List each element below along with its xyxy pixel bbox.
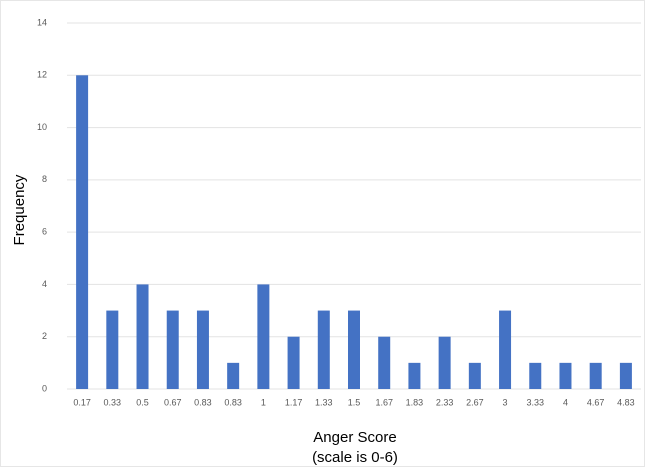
y-tick-label: 8 — [42, 174, 47, 184]
x-tick-label: 3.33 — [526, 397, 544, 407]
x-tick-label: 1.17 — [285, 397, 303, 407]
bar — [619, 362, 632, 389]
bar — [529, 362, 542, 389]
bar — [287, 336, 300, 389]
bar — [257, 284, 270, 389]
y-tick-label: 6 — [42, 227, 47, 237]
bar — [227, 362, 240, 389]
bar — [76, 75, 89, 390]
x-tick-label: 0.67 — [164, 397, 182, 407]
x-tick-label: 4.83 — [617, 397, 635, 407]
x-tick-label: 1.33 — [315, 397, 333, 407]
x-tick-label: 1.5 — [348, 397, 361, 407]
bar — [378, 336, 391, 389]
x-tick-label: 4.67 — [587, 397, 605, 407]
x-axis-subtitle: (scale is 0-6) — [312, 449, 398, 466]
bar — [317, 310, 330, 389]
x-tick-label: 3 — [503, 397, 508, 407]
y-tick-label: 4 — [42, 279, 47, 289]
y-axis-title: Frequency — [11, 174, 28, 245]
x-tick-label: 1 — [261, 397, 266, 407]
x-tick-label: 1.83 — [406, 397, 424, 407]
y-tick-label: 12 — [37, 70, 47, 80]
y-tick-label: 10 — [37, 122, 47, 132]
x-tick-label: 1.67 — [375, 397, 393, 407]
x-tick-label: 0.17 — [73, 397, 91, 407]
x-axis-title: Anger Score — [313, 429, 396, 446]
y-tick-label: 2 — [42, 331, 47, 341]
bar — [589, 362, 602, 389]
bar — [166, 310, 179, 389]
y-tick-label: 0 — [42, 383, 47, 393]
y-tick-label: 14 — [37, 17, 47, 27]
bar — [348, 310, 360, 389]
x-tick-label: 0.5 — [136, 397, 149, 407]
x-tick-label: 2.67 — [466, 397, 484, 407]
bar — [136, 284, 149, 389]
x-tick-label: 0.83 — [224, 397, 242, 407]
x-tick-label: 4 — [563, 397, 568, 407]
x-tick-label: 0.33 — [104, 397, 122, 407]
bar — [468, 362, 481, 389]
bar — [559, 362, 572, 389]
x-tick-label: 0.83 — [194, 397, 212, 407]
bar — [196, 310, 209, 389]
x-tick-label: 2.33 — [436, 397, 454, 407]
bar — [106, 310, 119, 389]
bar — [408, 362, 421, 389]
bar — [438, 336, 451, 389]
bar — [499, 310, 512, 389]
